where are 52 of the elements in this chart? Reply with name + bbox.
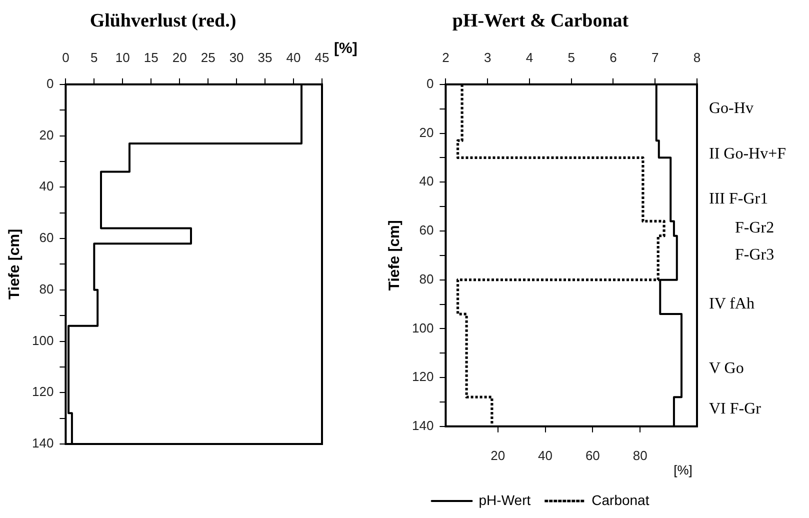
x-axis-title: [%] bbox=[334, 40, 358, 57]
x2-tick-label: 8 bbox=[693, 50, 701, 66]
x2-tick-label: 3 bbox=[484, 50, 492, 66]
x2-tick-label: 2 bbox=[442, 50, 450, 66]
x-tick-label: 10 bbox=[115, 50, 130, 66]
x2-tick-label: 6 bbox=[610, 50, 617, 66]
x2-tick-label: 4 bbox=[526, 50, 534, 66]
x-tick-label: 60 bbox=[585, 448, 600, 463]
legend-label: Carbonat bbox=[592, 492, 650, 508]
y-tick-label: 0 bbox=[426, 76, 434, 91]
text: VI F-Gr bbox=[709, 400, 762, 418]
x-tick-label: 0 bbox=[62, 50, 70, 66]
x-tick-label: 5 bbox=[90, 50, 98, 66]
y-tick-label: 100 bbox=[412, 320, 434, 336]
text: II Go-Hv+F bbox=[709, 145, 786, 162]
x-tick-label: 20 bbox=[172, 50, 187, 66]
text: III F-Gr1 bbox=[709, 190, 768, 208]
text: Go-Hv bbox=[709, 100, 754, 117]
x-tick-label: 35 bbox=[258, 50, 272, 66]
y-axis-title: Tiefe [cm] bbox=[6, 228, 24, 300]
x-tick-label: 40 bbox=[538, 448, 552, 463]
x-tick-label: 40 bbox=[286, 50, 301, 66]
y-tick-label: 140 bbox=[32, 436, 54, 451]
text: F-Gr3 bbox=[735, 246, 774, 264]
y-axis-title: Tiefe [cm] bbox=[386, 220, 404, 291]
y-tick-label: 20 bbox=[419, 124, 434, 140]
y-tick-label: 0 bbox=[46, 76, 54, 91]
chart-title: Glühverlust (red.) bbox=[90, 10, 236, 32]
y-tick-label: 140 bbox=[412, 418, 434, 433]
y-tick-label: 60 bbox=[419, 222, 434, 238]
y-tick-label: 20 bbox=[39, 127, 54, 142]
chart-title: pH-Wert & Carbonat bbox=[452, 10, 630, 32]
text: V Go bbox=[709, 360, 744, 378]
y-tick-label: 60 bbox=[39, 230, 54, 246]
y-tick-label: 80 bbox=[39, 281, 54, 296]
text: F-Gr2 bbox=[735, 220, 774, 237]
legend-label: pH-Wert bbox=[478, 492, 531, 508]
x-tick-label: 15 bbox=[144, 50, 158, 66]
y-tick-label: 40 bbox=[39, 178, 54, 194]
x-tick-label: 20 bbox=[490, 448, 506, 463]
y-tick-label: 40 bbox=[419, 174, 434, 189]
x-tick-label: 45 bbox=[314, 50, 330, 66]
x-tick-label: 30 bbox=[229, 50, 244, 66]
x-axis-title: [%] bbox=[674, 462, 692, 478]
x2-tick-label: 7 bbox=[652, 50, 659, 66]
y-tick-label: 80 bbox=[419, 271, 434, 286]
y-tick-label: 100 bbox=[32, 332, 54, 348]
y-tick-label: 120 bbox=[32, 384, 54, 400]
x-tick-label: 80 bbox=[632, 448, 648, 463]
y-tick-label: 120 bbox=[412, 369, 434, 384]
x-tick-label: 25 bbox=[200, 50, 216, 66]
text: IV fAh bbox=[709, 296, 754, 313]
